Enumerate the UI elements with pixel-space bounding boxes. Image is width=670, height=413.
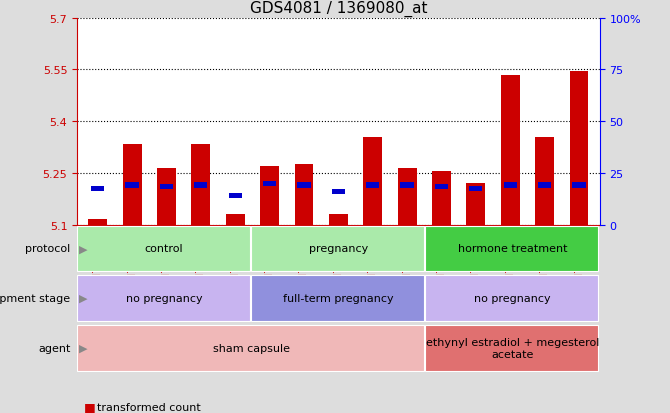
Text: pregnancy: pregnancy bbox=[309, 244, 368, 254]
Title: GDS4081 / 1369080_at: GDS4081 / 1369080_at bbox=[250, 1, 427, 17]
Bar bbox=[469, 186, 482, 192]
Bar bbox=[504, 183, 517, 188]
Bar bbox=[192, 144, 210, 225]
Bar bbox=[425, 226, 598, 272]
Bar bbox=[535, 137, 554, 225]
Bar bbox=[295, 165, 314, 225]
Bar bbox=[226, 215, 245, 225]
Bar bbox=[263, 181, 276, 186]
Bar bbox=[466, 184, 485, 225]
Text: protocol: protocol bbox=[25, 244, 70, 254]
Text: control: control bbox=[145, 244, 184, 254]
Bar bbox=[329, 215, 348, 225]
Bar bbox=[570, 72, 588, 225]
Bar bbox=[194, 183, 208, 188]
Bar bbox=[425, 325, 598, 371]
Bar bbox=[77, 226, 250, 272]
Bar bbox=[500, 75, 520, 225]
Text: ▶: ▶ bbox=[79, 244, 88, 254]
Bar bbox=[432, 172, 451, 225]
Bar bbox=[157, 168, 176, 225]
Bar bbox=[251, 275, 424, 321]
Bar bbox=[228, 193, 242, 198]
Bar bbox=[260, 166, 279, 225]
Text: ▶: ▶ bbox=[79, 343, 88, 353]
Bar bbox=[125, 183, 139, 188]
Bar bbox=[332, 190, 345, 195]
Text: transformed count: transformed count bbox=[97, 402, 201, 412]
Text: no pregnancy: no pregnancy bbox=[474, 293, 551, 304]
Text: ▶: ▶ bbox=[79, 293, 88, 304]
Bar bbox=[425, 275, 598, 321]
Text: ethynyl estradiol + megesterol
acetate: ethynyl estradiol + megesterol acetate bbox=[426, 337, 599, 359]
Bar bbox=[435, 185, 448, 190]
Bar bbox=[77, 275, 250, 321]
Bar bbox=[572, 183, 586, 188]
Bar bbox=[160, 185, 173, 190]
Text: no pregnancy: no pregnancy bbox=[126, 293, 202, 304]
Text: full-term pregnancy: full-term pregnancy bbox=[283, 293, 394, 304]
Bar bbox=[398, 168, 417, 225]
Bar bbox=[251, 226, 424, 272]
Text: ■: ■ bbox=[84, 400, 96, 413]
Bar bbox=[363, 137, 382, 225]
Bar bbox=[297, 183, 311, 188]
Bar bbox=[91, 186, 105, 192]
Bar bbox=[77, 325, 424, 371]
Bar bbox=[123, 144, 141, 225]
Text: development stage: development stage bbox=[0, 293, 70, 304]
Text: sham capsule: sham capsule bbox=[213, 343, 289, 353]
Bar bbox=[538, 183, 551, 188]
Bar bbox=[401, 183, 414, 188]
Bar bbox=[366, 183, 379, 188]
Text: hormone treatment: hormone treatment bbox=[458, 244, 567, 254]
Bar bbox=[88, 220, 107, 225]
Text: agent: agent bbox=[38, 343, 70, 353]
